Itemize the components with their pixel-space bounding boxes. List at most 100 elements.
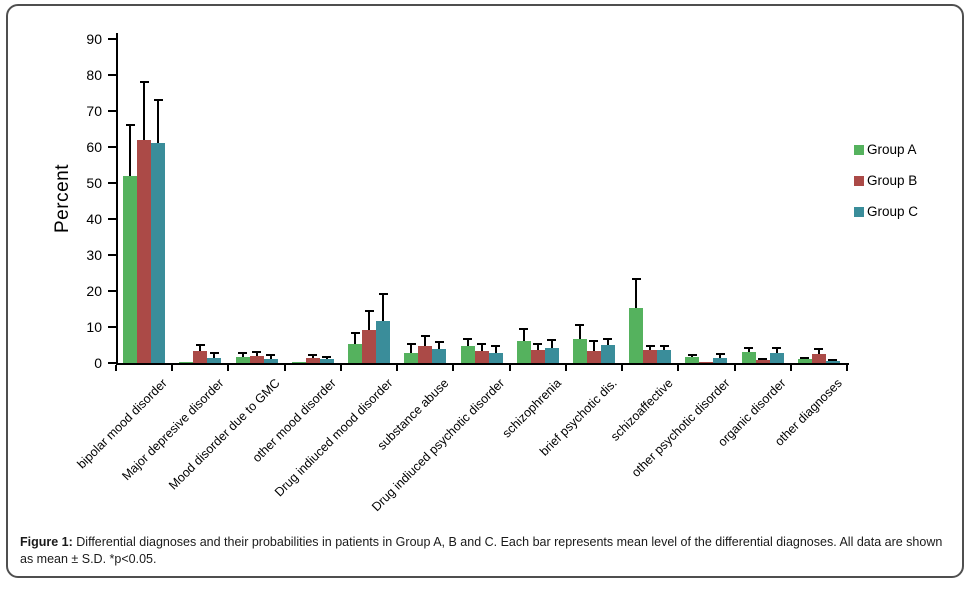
error-bar-cap: [252, 351, 262, 354]
error-bar-cap: [533, 342, 543, 345]
error-bar-line: [578, 324, 581, 339]
error-bar-line: [536, 343, 539, 351]
error-bar-cap: [687, 353, 697, 356]
bar-group-b: [474, 351, 489, 363]
bar-group-b: [418, 346, 433, 363]
legend-item: Group A: [854, 142, 918, 157]
x-category-label: Major depresive disorder: [119, 376, 227, 484]
y-tick: [108, 362, 116, 364]
legend-label: Group B: [867, 173, 918, 188]
bar-group-a: [516, 340, 531, 363]
error-bar-line: [747, 347, 750, 353]
error-bar-line: [213, 352, 216, 358]
x-tick: [115, 365, 117, 371]
bar-group-b: [305, 357, 320, 363]
x-tick: [396, 365, 399, 371]
y-tick-label: 50: [86, 174, 102, 191]
legend-swatch-icon: [854, 175, 864, 186]
x-tick: [733, 365, 736, 371]
bar-group-c: [488, 352, 503, 363]
error-bar-cap: [266, 354, 276, 357]
error-bar-line: [424, 336, 427, 347]
error-bar-cap: [772, 346, 782, 349]
error-bar-line: [354, 332, 357, 344]
bar-group-a: [629, 308, 644, 363]
x-tick: [508, 365, 511, 371]
error-bar-cap: [758, 357, 768, 360]
legend-swatch-icon: [854, 206, 864, 217]
error-bar-cap: [209, 351, 219, 354]
error-bar-cap: [125, 124, 135, 127]
x-tick: [846, 365, 848, 371]
error-bar-cap: [744, 346, 754, 349]
y-tick: [108, 110, 116, 112]
x-category-label: Mood disorder due to GMC: [165, 376, 283, 493]
y-tick: [108, 290, 116, 292]
bar-group-c: [713, 358, 728, 363]
y-tick-label: 40: [86, 210, 102, 227]
legend-swatch-icon: [854, 144, 864, 155]
x-tick: [621, 365, 624, 371]
bar-group-b: [530, 350, 545, 363]
y-tick: [108, 38, 116, 40]
error-bar-line: [606, 339, 609, 346]
x-tick: [677, 365, 680, 371]
x-tick: [283, 365, 286, 371]
x-tick: [227, 365, 230, 371]
error-bar-cap: [659, 345, 669, 348]
bar-group-c: [376, 320, 391, 363]
error-bar-cap: [477, 342, 486, 345]
bar-group-a: [797, 359, 812, 363]
bar-group-c: [151, 143, 166, 363]
y-axis: [116, 33, 118, 365]
y-tick-label: 30: [86, 246, 102, 263]
bar-group-a: [404, 352, 419, 363]
x-tick: [789, 365, 792, 371]
bar-group-c: [319, 359, 334, 363]
bar-group-c: [207, 357, 222, 363]
error-bar-line: [255, 352, 258, 356]
error-bar-cap: [378, 292, 388, 295]
error-bar-cap: [406, 342, 416, 345]
error-bar-line: [775, 347, 778, 354]
error-bar-line: [817, 349, 820, 354]
error-bar-cap: [814, 348, 824, 351]
error-bar-cap: [631, 278, 641, 281]
bar-group-a: [685, 357, 700, 363]
figure-caption: Figure 1: Differential diagnoses and the…: [20, 534, 948, 568]
error-bar-cap: [308, 353, 318, 356]
error-bar-line: [410, 343, 413, 353]
y-tick-label: 90: [86, 30, 102, 47]
error-bar-cap: [491, 345, 500, 348]
figure-caption-text: Differential diagnoses and their probabi…: [20, 535, 943, 566]
bar-group-a: [179, 361, 194, 363]
y-tick-label: 60: [86, 138, 102, 155]
error-bar-line: [199, 345, 202, 351]
error-bar-line: [466, 338, 469, 347]
y-tick-label: 0: [94, 354, 102, 371]
y-tick: [108, 218, 116, 220]
bar-group-b: [193, 350, 208, 363]
error-bar-cap: [434, 341, 444, 344]
error-bar-cap: [828, 358, 838, 361]
y-tick-label: 70: [86, 102, 102, 119]
y-tick-label: 20: [86, 282, 102, 299]
bar-group-a: [291, 361, 306, 363]
error-bar-line: [382, 293, 385, 321]
error-bar-cap: [153, 99, 163, 102]
error-bar-line: [157, 100, 160, 144]
error-bar-cap: [350, 331, 360, 334]
x-category-label: other psychotic disorder: [628, 376, 733, 480]
error-bar-cap: [364, 310, 374, 313]
bar-group-c: [825, 361, 840, 363]
bar-group-a: [460, 346, 475, 363]
bar-group-a: [572, 338, 587, 363]
legend-label: Group A: [867, 142, 917, 157]
error-bar-cap: [603, 338, 613, 341]
error-bar-cap: [139, 81, 149, 84]
error-bar-line: [480, 343, 483, 352]
bar-group-c: [769, 353, 784, 363]
error-bar-line: [311, 354, 314, 358]
error-bar-line: [325, 356, 328, 360]
legend: Group A Group B Group C: [854, 142, 918, 235]
